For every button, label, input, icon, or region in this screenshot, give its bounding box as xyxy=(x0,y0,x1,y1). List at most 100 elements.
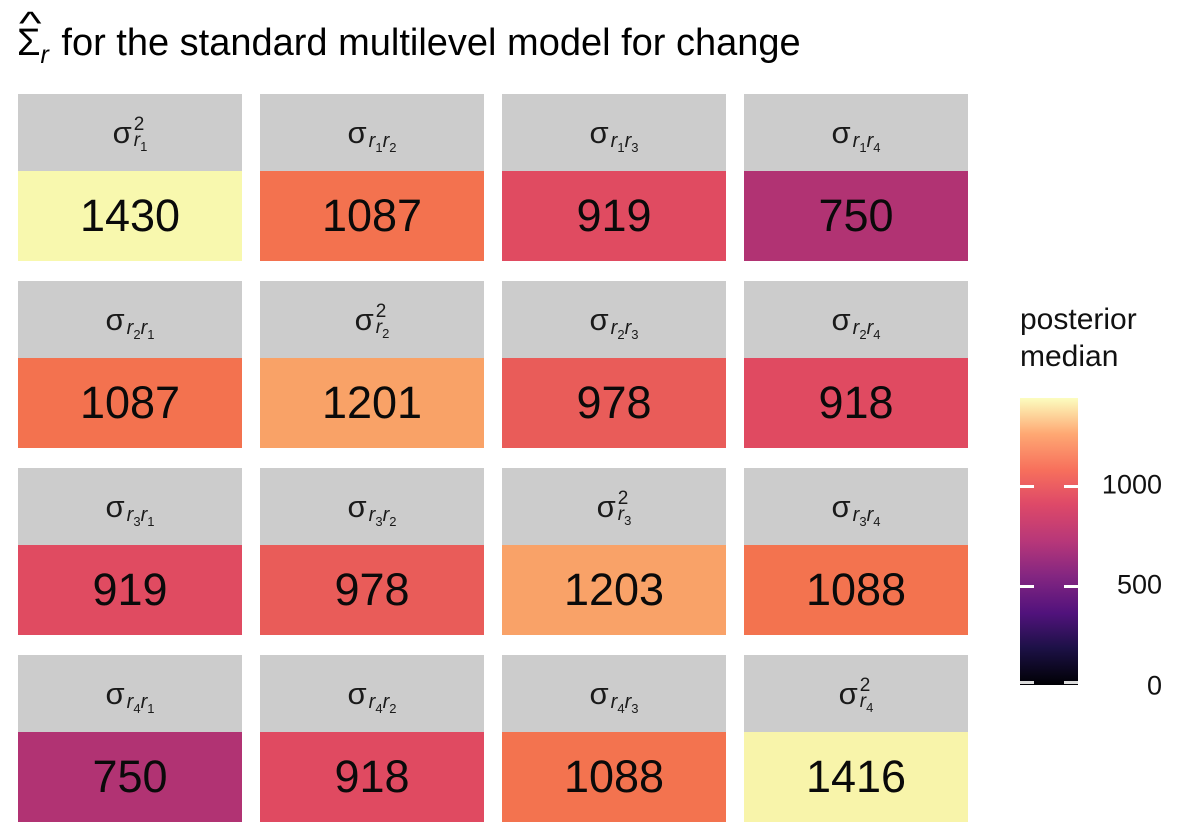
tile-value: 750 xyxy=(92,751,168,802)
r-index: 2 xyxy=(859,327,867,342)
legend-title-line1: posterior xyxy=(1020,303,1137,336)
matrix-cell: σ r4r1 750 xyxy=(18,655,242,822)
matrix-cell: σ r3r1 919 xyxy=(18,468,242,635)
sigma-glyph: σ xyxy=(589,676,609,711)
tile-value: 1203 xyxy=(563,564,665,615)
r-index: 2 xyxy=(389,140,397,155)
legend-title: posterior median xyxy=(1020,301,1137,375)
colorbar-tick xyxy=(1064,485,1078,488)
tile-value: 919 xyxy=(576,190,652,241)
subscript-r: r3 xyxy=(618,505,632,528)
facet-strip: σ r1r4 xyxy=(744,94,968,171)
sigma-glyph: σ xyxy=(112,115,132,150)
r-index: 2 xyxy=(389,514,397,529)
colorbar-tick xyxy=(1020,681,1034,684)
sigma-hat-symbol: ^ Σ xyxy=(17,5,42,65)
matrix-cell: σ r1r2 1087 xyxy=(260,94,484,261)
r-glyph: r xyxy=(624,317,632,339)
matrix-cell: σ r3r2 978 xyxy=(260,468,484,635)
r-index: 4 xyxy=(617,701,625,716)
chart-title: ^ Σr for the standard multilevel model fo… xyxy=(17,5,801,69)
squared-superscript: 2 xyxy=(133,114,145,135)
heatmap-tile: 918 xyxy=(744,358,968,448)
r-glyph: r xyxy=(610,130,618,152)
matrix-cell: σ r1r3 919 xyxy=(502,94,726,261)
title-text: for the standard multilevel model for ch… xyxy=(50,22,801,64)
matrix-cell: σ 2 r1 1430 xyxy=(18,94,242,261)
sigma-glyph: Σ xyxy=(17,22,41,64)
r-glyph: r xyxy=(375,317,383,338)
facet-strip: σ r2r3 xyxy=(502,281,726,358)
r-glyph: r xyxy=(866,317,874,339)
tile-value: 1201 xyxy=(321,377,423,428)
legend-tick-label: 500 xyxy=(1116,569,1162,600)
covariance-subscript: r4r2 xyxy=(368,691,397,716)
matrix-cell: σ 2 r4 1416 xyxy=(744,655,968,822)
tile-value: 978 xyxy=(334,564,410,615)
heatmap-tile: 918 xyxy=(260,732,484,822)
r-index: 4 xyxy=(375,701,383,716)
sigma-glyph: σ xyxy=(105,676,125,711)
r-glyph: r xyxy=(382,504,390,526)
r-index: 2 xyxy=(133,327,141,342)
heatmap-tile: 1203 xyxy=(502,545,726,635)
title-subscript: r xyxy=(40,41,49,69)
tile-value: 1416 xyxy=(805,751,907,802)
r-glyph: r xyxy=(610,691,618,713)
r-index: 1 xyxy=(140,139,148,154)
facet-strip: σ 2 r2 xyxy=(260,281,484,358)
covariance-subscript: r1r2 xyxy=(369,130,397,155)
r-index: 2 xyxy=(389,701,397,716)
tile-value: 750 xyxy=(818,190,894,241)
legend-tick-labels: 1000 500 0 xyxy=(1080,398,1162,701)
tile-value: 1087 xyxy=(79,377,181,428)
facet-strip: σ 2 r3 xyxy=(502,468,726,545)
facet-strip: σ r2r4 xyxy=(744,281,968,358)
heatmap-tile: 919 xyxy=(502,171,726,261)
sigma-glyph: σ xyxy=(838,676,858,711)
covariance-subscript: r2r4 xyxy=(853,317,881,342)
tile-value: 1430 xyxy=(79,190,181,241)
heatmap-tile: 1087 xyxy=(260,171,484,261)
r-glyph: r xyxy=(382,130,390,152)
tile-value: 978 xyxy=(576,377,652,428)
r-index: 1 xyxy=(859,140,867,155)
r-index: 1 xyxy=(617,140,625,155)
sigma-glyph: σ xyxy=(354,302,374,337)
covariance-subscript: r3r2 xyxy=(368,504,397,529)
legend-tick-label: 0 xyxy=(1146,670,1162,701)
covariance-subscript: r4r1 xyxy=(127,691,155,716)
sigma-glyph: σ xyxy=(596,489,616,524)
r-index: 2 xyxy=(617,327,625,342)
sigma-glyph: σ xyxy=(105,302,125,337)
r-glyph: r xyxy=(368,504,376,526)
r-index: 4 xyxy=(133,701,141,716)
subscript-r: r2 xyxy=(375,317,390,341)
heatmap-tile: 1087 xyxy=(18,358,242,448)
subscript-r: r1 xyxy=(134,131,148,154)
r-glyph: r xyxy=(126,504,134,526)
r-index: 3 xyxy=(133,514,141,529)
facet-strip: σ r1r3 xyxy=(502,94,726,171)
heatmap-tile: 978 xyxy=(260,545,484,635)
r-index: 3 xyxy=(624,513,632,528)
covariance-subscript: r2r1 xyxy=(127,317,155,342)
r-index: 1 xyxy=(147,327,155,342)
heatmap-tile: 919 xyxy=(18,545,242,635)
r-index: 3 xyxy=(631,140,639,155)
squared-superscript: 2 xyxy=(859,675,871,696)
facet-strip: σ r2r1 xyxy=(18,281,242,358)
sigma-glyph: σ xyxy=(589,115,609,150)
r-index: 4 xyxy=(873,514,881,529)
r-index: 3 xyxy=(375,514,383,529)
r-glyph: r xyxy=(859,691,867,712)
sigma-glyph: σ xyxy=(589,302,609,337)
facet-strip: σ r3r4 xyxy=(744,468,968,545)
heatmap-tile: 978 xyxy=(502,358,726,448)
tile-value: 918 xyxy=(818,377,894,428)
sigma-glyph: σ xyxy=(831,115,851,150)
r-glyph: r xyxy=(368,691,376,713)
r-glyph: r xyxy=(624,130,632,152)
sigma-glyph: σ xyxy=(831,302,851,337)
matrix-cell: σ r4r2 918 xyxy=(260,655,484,822)
